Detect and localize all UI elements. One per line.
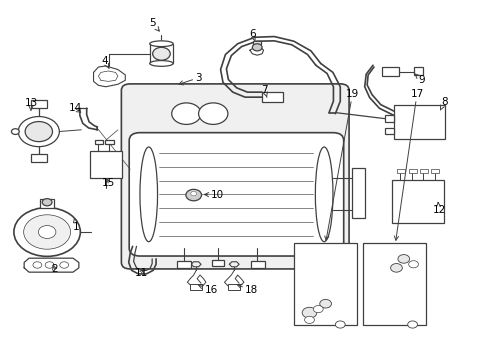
Bar bbox=[352, 168, 365, 218]
Text: 13: 13 bbox=[24, 98, 38, 111]
Text: 8: 8 bbox=[441, 97, 448, 110]
Bar bbox=[410, 180, 418, 223]
Circle shape bbox=[398, 255, 410, 263]
Circle shape bbox=[186, 189, 201, 201]
Ellipse shape bbox=[150, 60, 173, 66]
Text: 4: 4 bbox=[101, 56, 109, 69]
Circle shape bbox=[45, 262, 54, 268]
Bar bbox=[294, 243, 357, 325]
Text: 16: 16 bbox=[198, 285, 219, 296]
Text: 11: 11 bbox=[135, 268, 148, 278]
Circle shape bbox=[172, 103, 201, 125]
Text: 15: 15 bbox=[101, 178, 115, 188]
Bar bbox=[105, 140, 114, 144]
Ellipse shape bbox=[140, 147, 158, 242]
Bar bbox=[431, 168, 439, 173]
Circle shape bbox=[320, 300, 331, 308]
Bar bbox=[394, 105, 445, 139]
FancyBboxPatch shape bbox=[129, 133, 343, 256]
Bar bbox=[150, 44, 173, 63]
Bar bbox=[31, 100, 47, 108]
Bar bbox=[414, 67, 423, 75]
Circle shape bbox=[18, 117, 59, 147]
Circle shape bbox=[191, 192, 196, 196]
Text: 1: 1 bbox=[73, 218, 80, 231]
Bar bbox=[90, 151, 122, 178]
Bar bbox=[253, 41, 261, 44]
Bar bbox=[409, 168, 416, 173]
Circle shape bbox=[409, 261, 418, 268]
Text: 9: 9 bbox=[416, 74, 425, 85]
Bar bbox=[397, 168, 405, 173]
Bar bbox=[31, 154, 47, 162]
Bar bbox=[432, 180, 440, 223]
Bar bbox=[190, 284, 202, 291]
Circle shape bbox=[305, 316, 315, 323]
FancyBboxPatch shape bbox=[122, 84, 349, 269]
Circle shape bbox=[391, 264, 402, 272]
Text: 7: 7 bbox=[261, 85, 268, 98]
Bar bbox=[212, 260, 224, 266]
Circle shape bbox=[408, 321, 417, 328]
Text: 5: 5 bbox=[149, 18, 159, 31]
Circle shape bbox=[252, 44, 262, 51]
Bar bbox=[382, 67, 399, 76]
Circle shape bbox=[11, 129, 19, 134]
Circle shape bbox=[24, 215, 71, 249]
Text: 17: 17 bbox=[394, 89, 424, 240]
Bar bbox=[176, 261, 191, 268]
Text: 19: 19 bbox=[325, 89, 359, 240]
Circle shape bbox=[60, 262, 69, 268]
Circle shape bbox=[14, 208, 80, 256]
Circle shape bbox=[314, 306, 323, 313]
Circle shape bbox=[25, 122, 52, 141]
Bar bbox=[385, 116, 394, 122]
Bar bbox=[399, 180, 407, 223]
Text: 3: 3 bbox=[179, 73, 202, 85]
Bar bbox=[251, 261, 265, 268]
Text: 10: 10 bbox=[204, 190, 224, 200]
Ellipse shape bbox=[150, 41, 173, 46]
Text: 18: 18 bbox=[238, 284, 258, 296]
Circle shape bbox=[38, 226, 56, 238]
Text: 2: 2 bbox=[51, 264, 58, 274]
Bar bbox=[363, 243, 426, 325]
Bar bbox=[228, 284, 240, 291]
Text: 14: 14 bbox=[68, 103, 82, 113]
Circle shape bbox=[33, 262, 42, 268]
Bar bbox=[385, 128, 394, 134]
Bar bbox=[392, 180, 444, 223]
Text: 6: 6 bbox=[249, 29, 256, 41]
Bar bbox=[421, 180, 429, 223]
Circle shape bbox=[198, 103, 228, 125]
Ellipse shape bbox=[316, 147, 333, 242]
Circle shape bbox=[42, 199, 52, 206]
Bar bbox=[262, 92, 283, 102]
Circle shape bbox=[335, 321, 345, 328]
Circle shape bbox=[153, 47, 170, 60]
Bar bbox=[40, 199, 54, 208]
Circle shape bbox=[302, 307, 317, 318]
Bar bbox=[420, 168, 428, 173]
Bar bbox=[95, 140, 103, 144]
Text: 12: 12 bbox=[432, 202, 445, 216]
